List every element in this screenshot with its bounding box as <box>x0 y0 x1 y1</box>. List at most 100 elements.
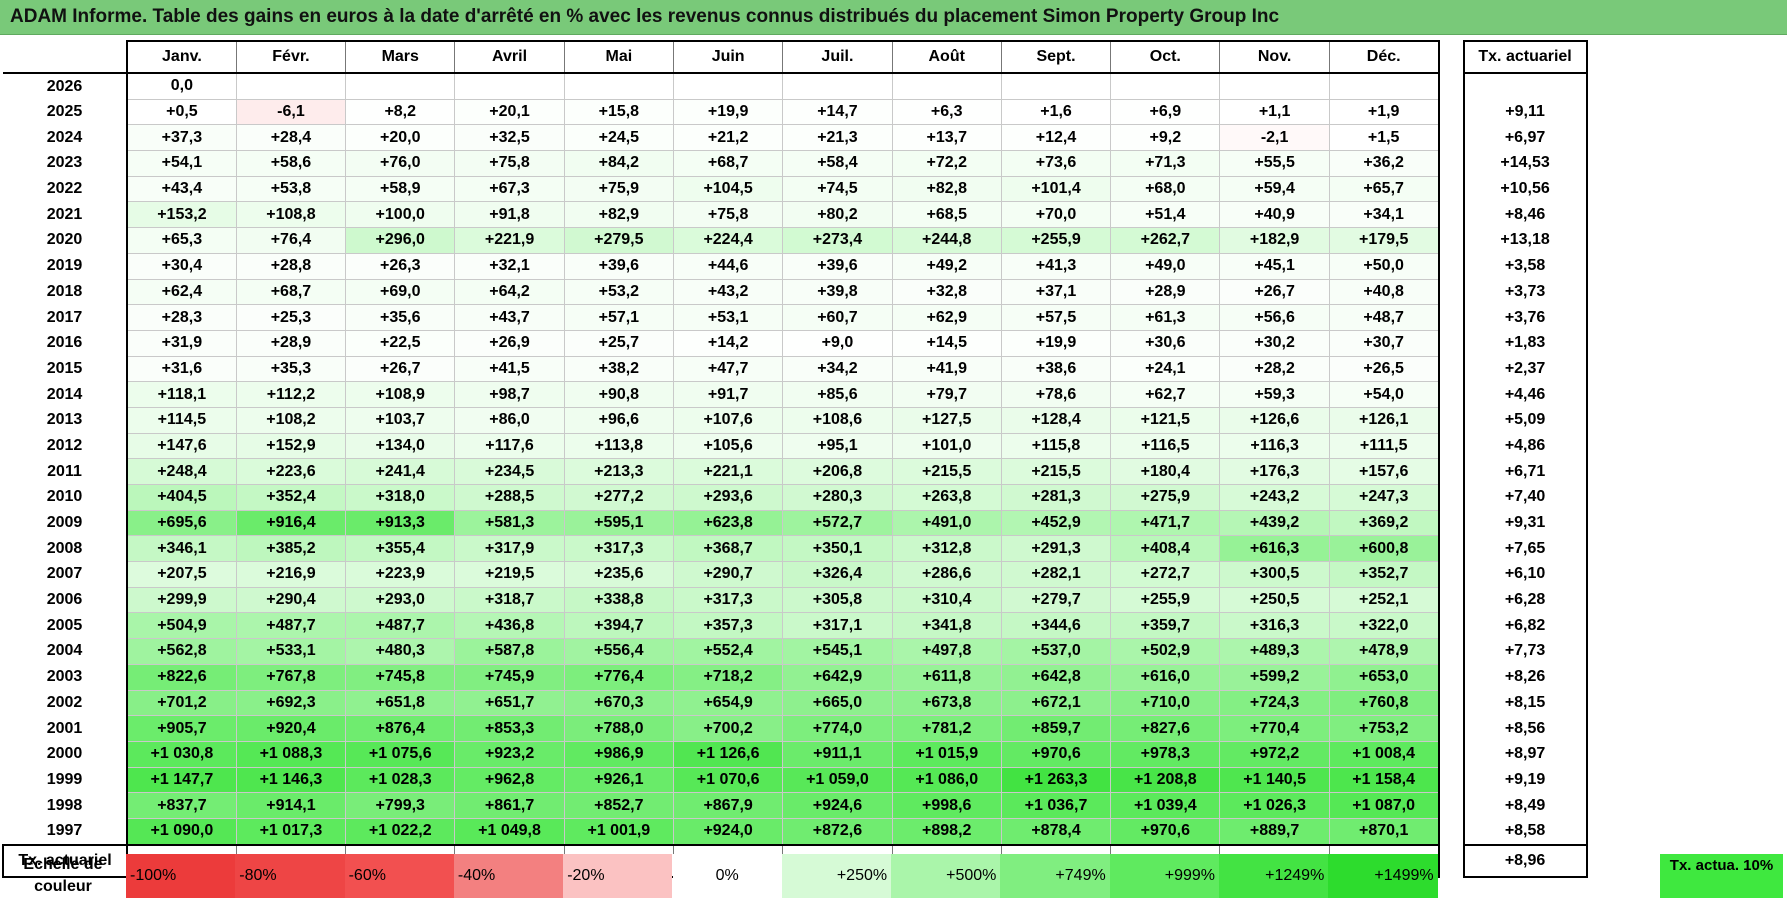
row-year: 2019 <box>46 257 83 275</box>
gain-cell: +31,9 <box>125 329 237 357</box>
table-row: 2005 +504,9 +487,7 +487,7 +436,8 +394,7 +357,3… <box>3 612 1588 640</box>
gain-cell: +760,8 <box>1328 689 1440 717</box>
gain-cell: +41,9 <box>891 355 1002 383</box>
gain-cell: +1 030,8 <box>125 740 237 768</box>
column-gap <box>1438 664 1464 690</box>
gain-cell: +107,6 <box>672 406 784 434</box>
gain-cell: +252,1 <box>1328 586 1440 614</box>
gain-cell: +770,4 <box>1219 715 1330 742</box>
gain-cell: +318,7 <box>454 586 565 614</box>
gain-cell: +34,2 <box>782 355 893 383</box>
gain-cell: +215,5 <box>1000 458 1112 485</box>
column-gap <box>1438 844 1464 877</box>
gain-cell: +134,0 <box>345 432 456 460</box>
gain-cell: +40,8 <box>1328 278 1440 306</box>
gain-cell: +695,6 <box>125 509 237 537</box>
row-actuarial-rate: +9,31 <box>1462 510 1588 536</box>
gain-cell: +55,5 <box>1219 150 1330 177</box>
gain-cell: +788,0 <box>563 715 674 742</box>
gain-cell: +108,9 <box>345 381 456 408</box>
gain-cell: +219,5 <box>454 561 565 588</box>
column-gap <box>1438 612 1464 639</box>
gain-cell: +357,3 <box>672 612 784 640</box>
column-gap <box>1438 176 1464 202</box>
row-actuarial-rate: +7,40 <box>1462 484 1588 511</box>
gain-cell: +45,1 <box>1219 252 1330 280</box>
color-scale-legend: Echelle de couleur Tx. actua. 10% -100% -… <box>0 848 1787 904</box>
table-row: 2000 +1 030,8 +1 088,3 +1 075,6 +923,2 +986,9… <box>3 740 1588 768</box>
gain-cell: +30,6 <box>1110 329 1221 357</box>
gain-cell: +272,7 <box>1110 561 1221 588</box>
gain-cell: +176,3 <box>1219 458 1330 485</box>
gain-cell: +878,4 <box>1000 817 1112 846</box>
gain-cell: +299,9 <box>125 586 237 614</box>
month-header: Août <box>891 40 1002 74</box>
month-header: Févr. <box>235 40 346 74</box>
gain-cell: +487,7 <box>235 612 347 640</box>
gain-cell: +317,1 <box>782 612 893 640</box>
gain-cell: +84,2 <box>563 150 674 177</box>
gain-cell: +1 001,9 <box>563 817 674 846</box>
actuarial-rate-swatch: Tx. actua. 10% <box>1660 854 1783 898</box>
table-row: 2007 +207,5 +216,9 +223,9 +219,5 +235,6 +290,7… <box>3 561 1588 588</box>
gain-cell: +19,9 <box>1000 329 1112 357</box>
gain-cell: +595,1 <box>563 509 674 537</box>
gain-cell: +262,7 <box>1110 227 1221 254</box>
gain-cell: +26,7 <box>1219 278 1330 306</box>
gain-cell: +28,2 <box>1219 355 1330 383</box>
column-gap <box>1438 279 1464 305</box>
gain-cell: +9,2 <box>1110 124 1221 152</box>
gain-cell: +26,7 <box>345 355 456 383</box>
gain-cell: +394,7 <box>563 612 674 640</box>
gain-cell: +867,9 <box>672 792 784 819</box>
month-header: Janv. <box>125 40 237 74</box>
gain-cell: +68,7 <box>672 150 784 177</box>
gain-cell: +37,3 <box>125 124 237 152</box>
gain-cell: +82,9 <box>563 201 674 229</box>
gain-cell: +70,0 <box>1000 201 1112 229</box>
row-actuarial-rate: +3,73 <box>1462 279 1588 305</box>
gain-cell: +279,5 <box>563 227 674 254</box>
gain-cell: +121,5 <box>1110 406 1221 434</box>
column-gap <box>1438 561 1464 588</box>
gain-cell: +32,8 <box>891 278 1002 306</box>
gain-cell: +9,0 <box>782 329 893 357</box>
row-year: 2025 <box>46 103 83 121</box>
gain-cell: +39,8 <box>782 278 893 306</box>
gain-cell: +207,5 <box>125 561 237 588</box>
gain-cell: +108,6 <box>782 406 893 434</box>
gain-cell: +911,1 <box>782 740 893 768</box>
month-header: Juin <box>672 40 783 74</box>
gain-cell: +293,0 <box>345 586 456 614</box>
gain-cell: +147,6 <box>125 432 237 460</box>
gain-cell: +275,9 <box>1110 484 1221 511</box>
gain-cell: +118,1 <box>125 381 237 408</box>
gain-cell: +26,5 <box>1328 355 1440 383</box>
row-year: 2021 <box>46 205 83 223</box>
row-actuarial-rate: +3,76 <box>1462 304 1588 331</box>
gain-cell: +1 147,7 <box>125 766 237 794</box>
table-row: 2009 +695,6 +916,4 +913,3 +581,3 +595,1 +623,8… <box>3 509 1588 537</box>
row-actuarial-rate: +5,09 <box>1462 407 1588 434</box>
gain-cell: +111,5 <box>1328 432 1440 460</box>
gain-cell: +1,5 <box>1328 124 1440 152</box>
gain-cell: +312,8 <box>891 535 1002 563</box>
table-row: 2016 +31,9 +28,9 +22,5 +26,9 +25,7 +14,2 +9,0 +1… <box>3 329 1588 357</box>
gain-cell: +32,5 <box>454 124 565 152</box>
gain-cell: +827,6 <box>1110 715 1221 742</box>
gain-cell: +350,1 <box>782 535 893 563</box>
gain-cell: +404,5 <box>125 484 237 511</box>
column-gap <box>1438 253 1464 279</box>
month-header: Nov. <box>1219 40 1330 74</box>
column-gap <box>1438 484 1464 511</box>
gain-cell: +32,1 <box>454 252 565 280</box>
row-year: 2014 <box>46 385 83 403</box>
gain-cell: +54,0 <box>1328 381 1440 408</box>
gain-cell <box>563 72 674 100</box>
gain-cell: +642,8 <box>1000 663 1112 691</box>
gain-cell: +1 070,6 <box>672 766 784 794</box>
gain-cell: +221,1 <box>672 458 784 485</box>
gain-cell: +62,7 <box>1110 381 1221 408</box>
row-actuarial-rate: +9,11 <box>1462 99 1588 125</box>
